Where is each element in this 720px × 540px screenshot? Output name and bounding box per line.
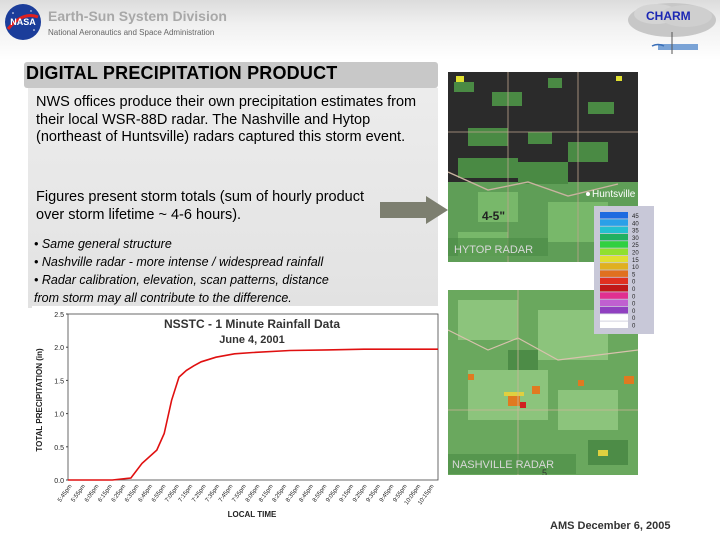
legend-value: 5 — [632, 272, 636, 278]
legend-value: 0 — [632, 287, 636, 293]
x-axis-label: LOCAL TIME — [228, 510, 277, 519]
y-tick-label: 0.0 — [54, 478, 64, 485]
y-tick-label: 2.5 — [54, 312, 64, 319]
bullet-list: • Same general structure • Nashville rad… — [34, 235, 434, 307]
intro-paragraph: NWS offices produce their own precipitat… — [36, 94, 417, 145]
amount-label: 4-5" — [482, 209, 505, 223]
legend-swatch — [600, 292, 628, 299]
nashville-radar-label: NASHVILLE RADAR — [452, 459, 554, 471]
legend-swatch — [600, 241, 628, 248]
charm-label: CHARM — [646, 9, 691, 23]
chart-subtitle: June 4, 2001 — [219, 334, 284, 346]
charm-logo-icon — [628, 3, 716, 54]
legend-swatch — [600, 321, 628, 328]
nasa-logo-icon: NASA — [5, 4, 41, 40]
y-tick-label: 0.5 — [54, 445, 64, 452]
legend-swatch — [600, 219, 628, 226]
legend-swatch — [600, 299, 628, 307]
legend-value: 0 — [632, 294, 636, 300]
footer-date: AMS December 6, 2005 — [550, 520, 671, 532]
page-marker: 5 — [542, 468, 547, 475]
legend-swatch — [600, 263, 628, 270]
legend-value: 35 — [632, 229, 639, 235]
bullet-item: from storm may all contribute to the dif… — [34, 291, 292, 305]
chart-title: NSSTC - 1 Minute Rainfall Data — [164, 317, 340, 331]
title-background — [24, 62, 438, 88]
legend-swatch — [600, 233, 628, 241]
y-tick-label: 1.5 — [54, 378, 64, 385]
legend-value: 0 — [632, 280, 636, 286]
legend-swatch — [600, 285, 628, 292]
text-panel — [28, 88, 438, 308]
y-tick-label: 2.0 — [54, 345, 64, 352]
huntsville-label: Huntsville — [592, 189, 636, 200]
legend-value: 25 — [632, 243, 639, 249]
legend-value: 20 — [632, 251, 639, 257]
legend-swatch — [600, 306, 628, 314]
rainfall-chart: NSSTC - 1 Minute Rainfall Data June 4, 2… — [32, 306, 442, 521]
rainfall-series-line — [68, 348, 438, 481]
nasa-logo-text: NASA — [10, 17, 36, 27]
legend-value: 0 — [632, 302, 636, 308]
legend-value: 15 — [632, 258, 639, 264]
legend-swatch — [600, 248, 628, 255]
legend-value: 0 — [632, 309, 636, 315]
arrow-right-icon — [380, 196, 448, 224]
legend-value: 0 — [632, 316, 636, 322]
legend-value: 10 — [632, 265, 639, 271]
legend-swatch — [600, 314, 628, 321]
plot-area — [67, 313, 439, 481]
legend-value: 0 — [632, 324, 636, 330]
legend-value: 45 — [632, 214, 639, 220]
legend-swatch — [600, 212, 628, 219]
bullet-item: • Nashville radar - more intense / wides… — [34, 255, 324, 269]
bullet-item: • Same general structure — [34, 237, 172, 251]
legend-swatch — [600, 226, 628, 234]
agency-subtitle: National Aeronautics and Space Administr… — [48, 28, 215, 37]
figures-paragraph: Figures present storm totals (sum of hou… — [36, 189, 364, 223]
legend-swatch — [600, 255, 628, 263]
division-title: Earth-Sun System Division — [48, 8, 227, 24]
legend-value: 30 — [632, 236, 639, 242]
hytop-radar-label: HYTOP RADAR — [454, 244, 533, 256]
legend-value: 40 — [632, 221, 639, 227]
legend-swatch — [600, 270, 628, 277]
y-axis-label: TOTAL PRECIPITATION (in) — [35, 348, 44, 452]
header-bar — [0, 0, 720, 60]
hytop-radar-map: Huntsville 4-5" HYTOP RADAR — [448, 72, 638, 262]
y-tick-label: 1.0 — [54, 412, 64, 419]
legend-swatch — [600, 277, 628, 285]
slide-title: DIGITAL PRECIPITATION PRODUCT — [26, 63, 338, 83]
bullet-item: • Radar calibration, elevation, scan pat… — [34, 273, 329, 287]
